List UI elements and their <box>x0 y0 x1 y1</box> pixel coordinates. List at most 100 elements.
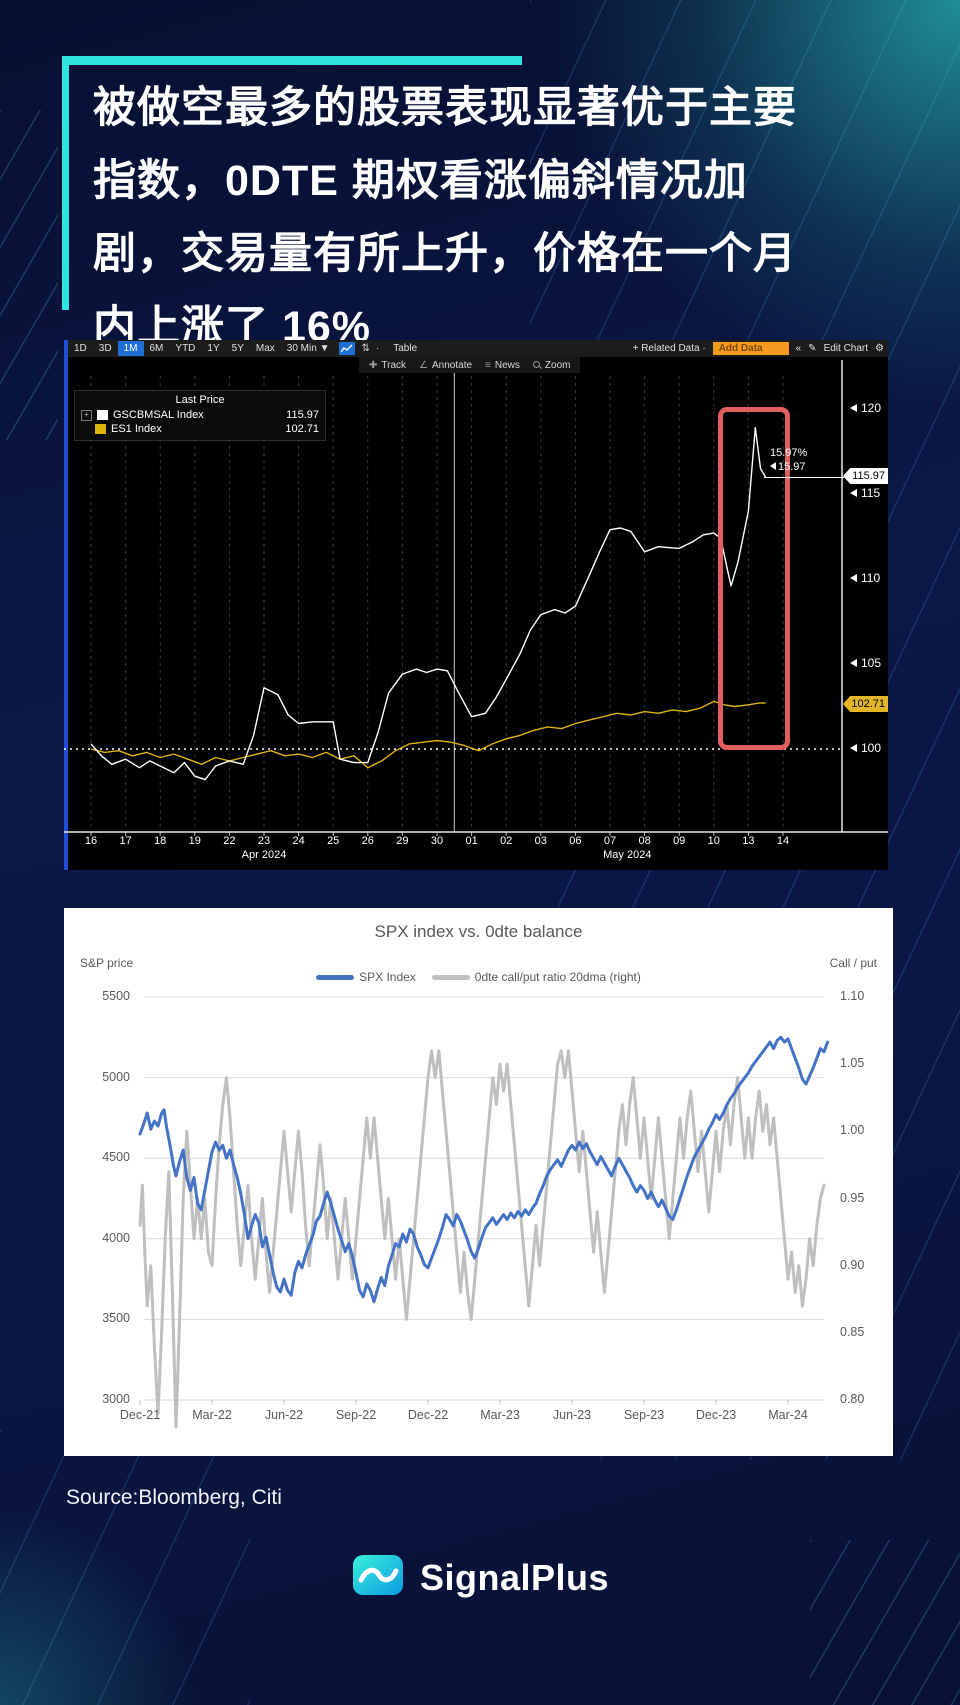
timeframe-tab-1d[interactable]: 1D <box>74 343 87 354</box>
annotation-percent: 15.97% <box>770 447 808 459</box>
timeframe-tab-3d[interactable]: 3D <box>98 343 112 354</box>
source-attribution: Source:Bloomberg, Citi <box>66 1486 282 1509</box>
bloomberg-terminal-screenshot: 1D 3D 1M 6M YTD 1Y 5Y Max 30 Min ▼ ⇅ · Table + R… <box>64 340 888 870</box>
x-axis-date-label: 29 <box>396 835 409 847</box>
x-axis-date-label: 03 <box>534 835 547 847</box>
headline-line-1: 被做空最多的股票表现显著优于主要 <box>93 84 797 132</box>
settings-gear-icon[interactable]: ⚙ <box>875 343 884 354</box>
legend-series-name: ES1 Index <box>111 423 162 435</box>
x-axis-date-label: 08 <box>638 835 651 847</box>
right-axis-tick-label: 1.10 <box>840 989 865 1003</box>
timeframe-tabs: 1D 3D 1M 6M YTD 1Y 5Y Max 30 Min ▼ <box>68 341 335 356</box>
legend-series-name: GSCBMSAL Index <box>113 409 204 421</box>
x-axis-month-label: May 2024 <box>603 849 652 861</box>
left-axis-tick-label: 4500 <box>102 1150 130 1165</box>
line-chart-icon[interactable] <box>339 342 356 355</box>
brand-name: SignalPlus <box>419 1556 610 1598</box>
legend-swatch <box>97 410 108 420</box>
price-leader-line <box>764 477 844 478</box>
right-axis-title: Call / put <box>829 956 877 970</box>
legend-item[interactable]: SPX Index <box>316 970 416 984</box>
right-axis-tick-label: 0.85 <box>840 1324 865 1339</box>
x-axis-tick-label: Dec-22 <box>407 1408 449 1422</box>
left-axis-title: S&P price <box>80 956 134 970</box>
track-tool[interactable]: ✚ Track <box>369 359 407 371</box>
legend-series-value: 102.71 <box>285 423 319 435</box>
headline-line-3: 剧，交易量有所上升，价格在一个月 <box>93 230 797 278</box>
x-axis-date-label: 13 <box>742 835 755 847</box>
left-axis-tick-label: 4000 <box>102 1230 130 1245</box>
x-axis-date-label: 10 <box>707 835 720 847</box>
headline-text: 被做空最多的股票表现显著优于主要 指数，0DTE 期权看涨偏斜情况加 剧，交易量… <box>93 72 853 364</box>
left-arrow-icon <box>770 462 776 470</box>
x-axis-date-label: 18 <box>154 835 167 847</box>
terminal-chart-legend: Last Price + GSCBMSAL Index 115.97 ES1 Inde… <box>74 390 326 441</box>
signalplus-logo-icon <box>351 1548 405 1607</box>
timeframe-tab-1m[interactable]: 1M <box>117 341 144 356</box>
left-axis-tick-label: 3500 <box>102 1311 130 1326</box>
y-axis-tick-label: 100 <box>850 741 881 755</box>
timeframe-tab-1y[interactable]: 1Y <box>207 343 220 354</box>
legend-series-value: 115.97 <box>286 409 319 421</box>
terminal-toolbar: 1D 3D 1M 6M YTD 1Y 5Y Max 30 Min ▼ ⇅ · Table + R… <box>68 340 888 357</box>
right-axis-tick-label: 1.00 <box>840 1123 865 1138</box>
x-axis-date-label: 16 <box>84 835 98 847</box>
legend-swatch <box>431 974 470 980</box>
x-axis-date-label: 22 <box>223 835 236 847</box>
headline-line-2: 指数，0DTE 期权看涨偏斜情况加 <box>93 157 748 205</box>
track-icon: ✚ <box>369 359 378 371</box>
right-axis-tick-label: 1.05 <box>840 1056 865 1071</box>
related-data-menu[interactable]: + Related Data · <box>632 343 706 354</box>
spx-0dte-chart-panel: SPX index vs. 0dte balance S&P price Cal… <box>64 908 893 1456</box>
y-axis-tick-label: 120 <box>850 401 881 415</box>
annotate-tool[interactable]: ∠ Annotate <box>419 359 473 371</box>
legend-item[interactable]: 0dte call/put ratio 20dma (right) <box>431 970 641 984</box>
timeframe-tab-6m[interactable]: 6M <box>149 343 164 354</box>
x-axis-date-label: 19 <box>188 835 201 847</box>
edit-pencil-icon[interactable]: ✎ <box>808 343 817 354</box>
headline-accent-bar-left <box>62 56 69 310</box>
x-axis-date-label: 01 <box>465 835 478 847</box>
annotation-change: 15.97 <box>770 460 807 474</box>
zoom-tool[interactable]: Zoom <box>532 360 570 371</box>
brand-footer: SignalPlus <box>0 1548 960 1607</box>
x-axis-tick-label: Dec-21 <box>119 1408 161 1422</box>
headline-accent-bar-top <box>62 56 522 65</box>
news-icon: ≡ <box>485 359 491 371</box>
x-axis-tick-label: Dec-23 <box>695 1408 737 1422</box>
x-axis-date-label: 07 <box>603 835 617 847</box>
expand-icon[interactable]: + <box>81 409 92 421</box>
spx-chart-canvas <box>138 996 830 1429</box>
add-data-button[interactable]: Add Data <box>712 342 789 355</box>
timeframe-tab-max[interactable]: Max <box>255 343 275 354</box>
legend-row: + GSCBMSAL Index 115.97 <box>81 408 319 422</box>
x-axis-date-label: 17 <box>119 835 132 847</box>
toolbar-right-group: + Related Data · Add Data « ✎ Edit Chart… <box>633 342 888 355</box>
timeframe-tab-30-min-[interactable]: 30 Min ▼ <box>286 343 330 354</box>
timeframe-tab-ytd[interactable]: YTD <box>175 343 196 354</box>
left-axis-tick-label: 3000 <box>102 1392 130 1406</box>
table-menu[interactable]: Table <box>393 343 418 354</box>
right-axis-tick-label: 0.80 <box>840 1392 865 1406</box>
chart-title: SPX index vs. 0dte balance <box>374 922 583 941</box>
legend-swatch <box>316 974 355 980</box>
legend-row: ES1 Index 102.71 <box>81 422 319 436</box>
y-axis-tick-label: 105 <box>850 656 881 670</box>
timeframe-tab-5y[interactable]: 5Y <box>231 343 244 354</box>
x-axis-date-label: 25 <box>327 835 340 847</box>
news-tool[interactable]: ≡ News <box>485 359 520 371</box>
x-axis-date-label: 06 <box>569 835 582 847</box>
chart-tools-bar: ✚ Track ∠ Annotate ≡ News Zoom <box>359 357 581 373</box>
edit-chart-button[interactable]: Edit Chart <box>823 343 869 354</box>
right-axis-tick-label: 0.95 <box>840 1190 865 1205</box>
x-axis-tick-label: Sep-22 <box>335 1408 377 1422</box>
x-axis-tick-label: Mar-24 <box>768 1408 808 1422</box>
legend-title: Last Price <box>175 394 225 406</box>
collapse-chevrons-icon[interactable]: « <box>795 343 802 354</box>
dropdown-dot-icon[interactable]: · <box>375 343 380 354</box>
left-axis-tick-label: 5500 <box>102 989 130 1003</box>
y-axis-tick-label: 115 <box>850 486 880 500</box>
bar-style-icon[interactable]: ⇅ <box>361 343 370 354</box>
x-axis-tick-label: Mar-22 <box>192 1408 232 1422</box>
